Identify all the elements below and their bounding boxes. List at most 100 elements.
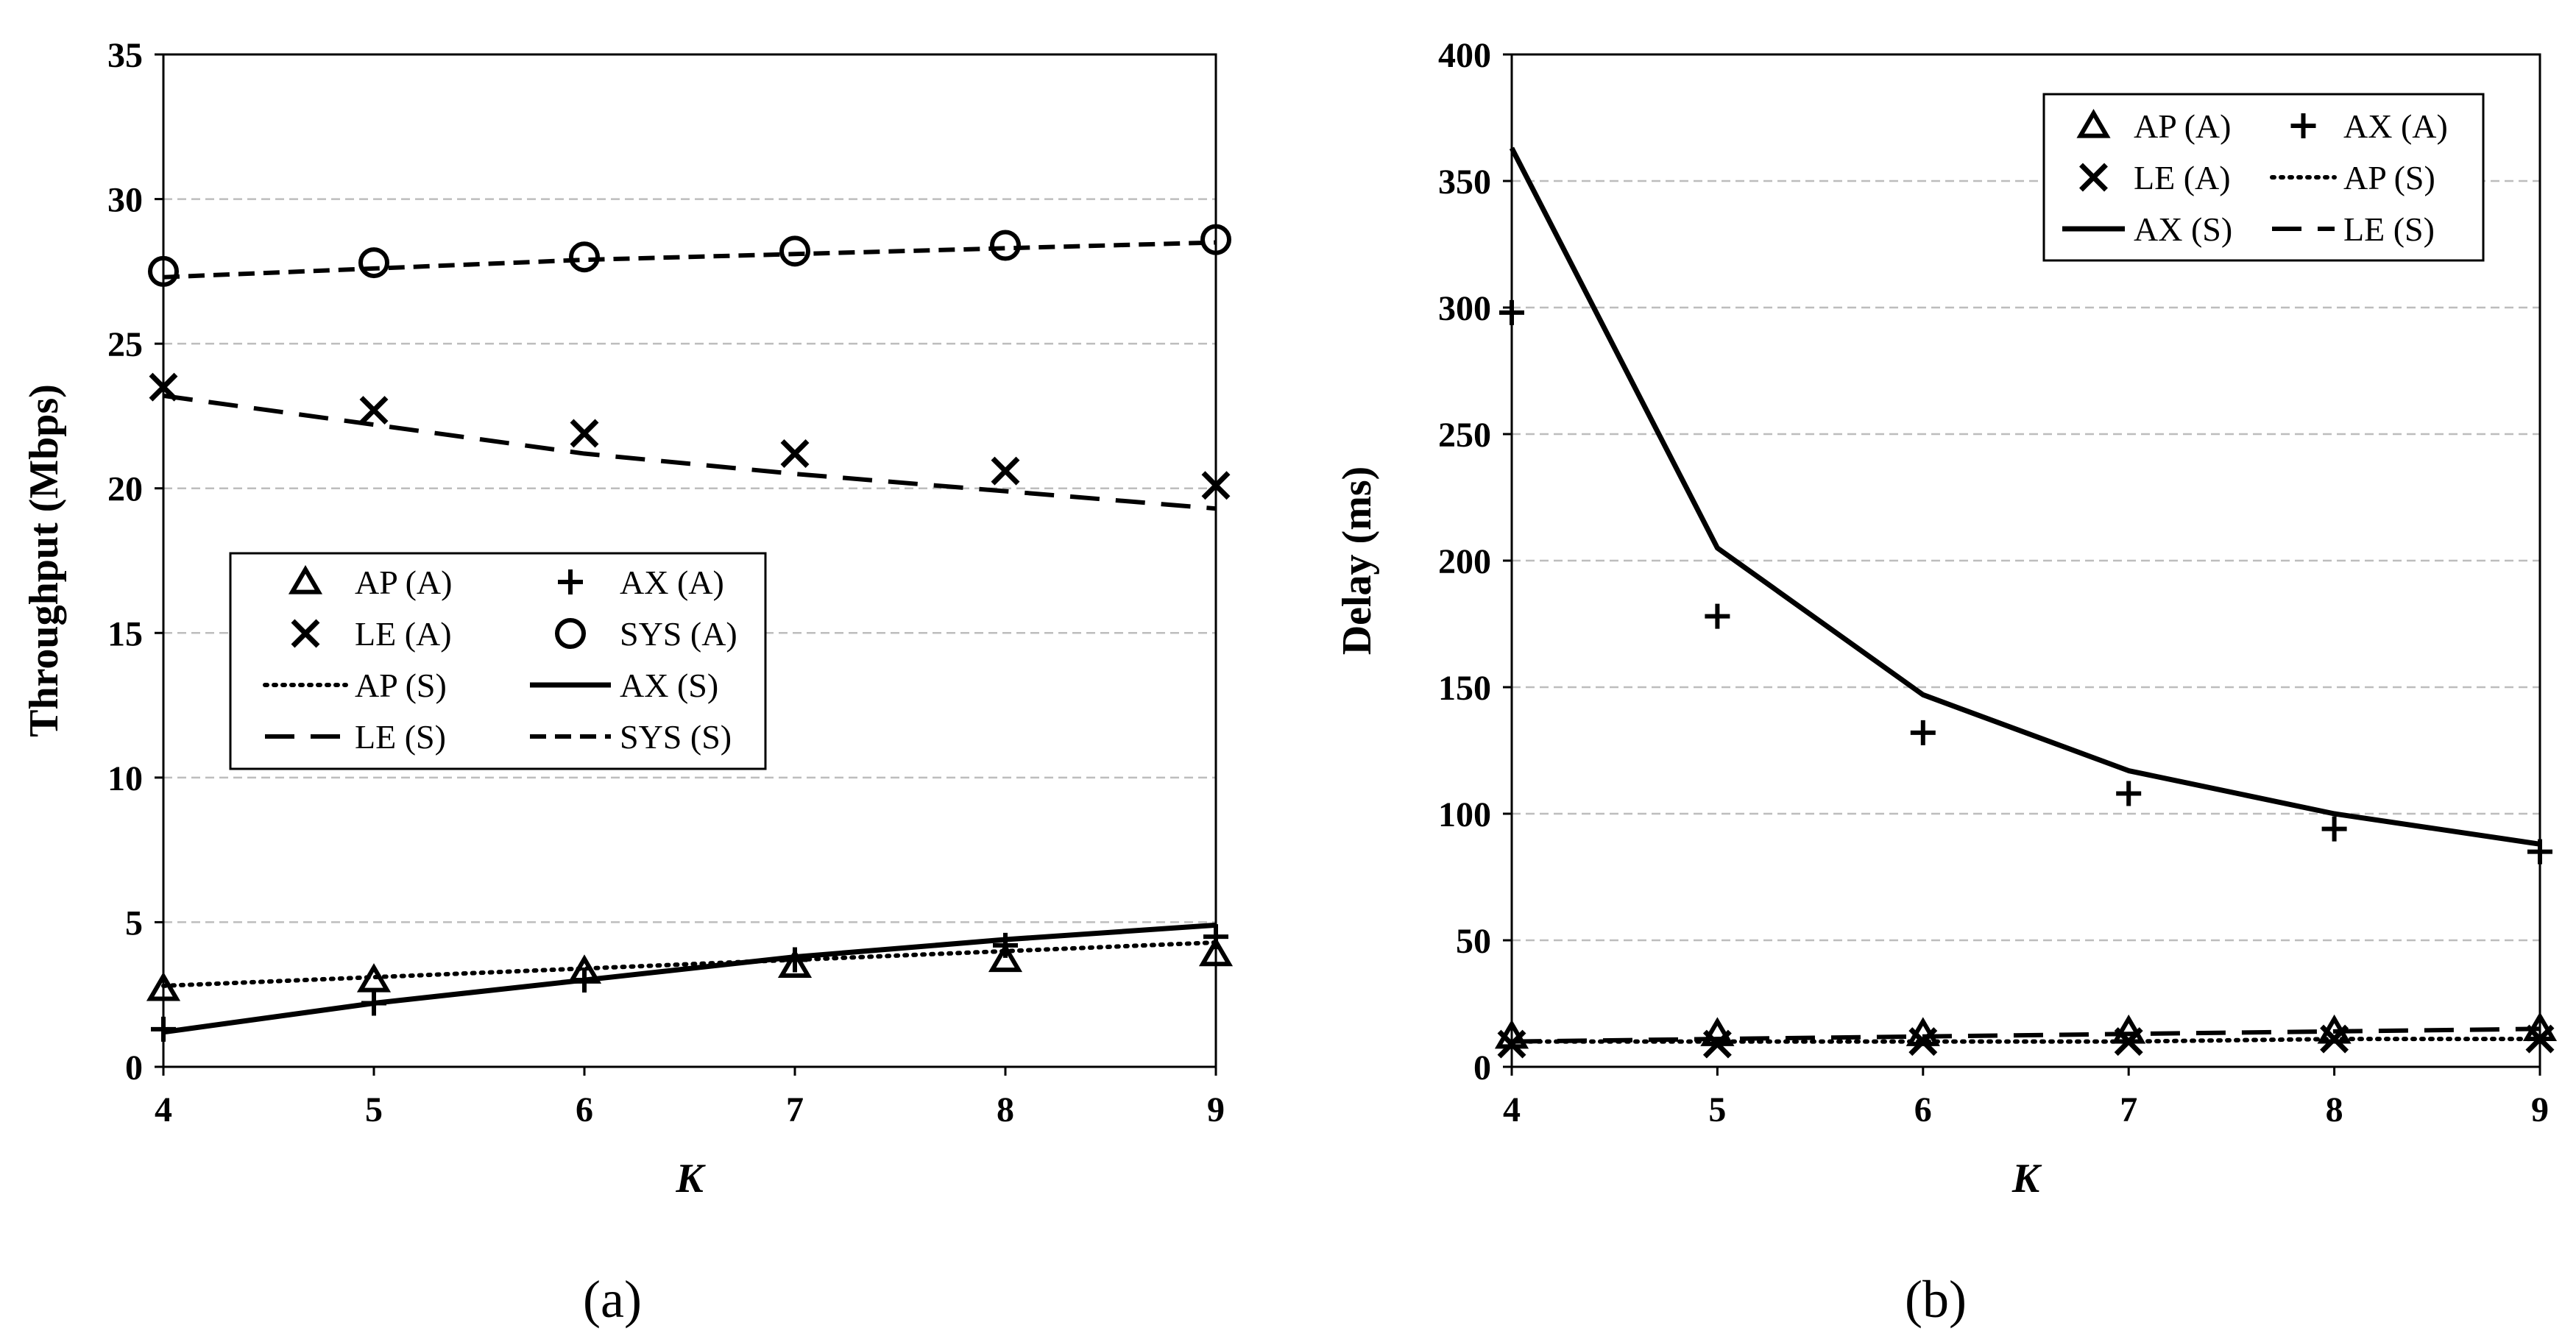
y-tick-label: 5 xyxy=(125,903,143,942)
point-sys-a xyxy=(148,255,179,287)
legend-swatch-le-a xyxy=(291,619,320,648)
point-le-a xyxy=(1702,1029,1732,1059)
legend-box xyxy=(2042,93,2485,262)
point-ax-a xyxy=(1499,299,1524,325)
y-tick-label: 0 xyxy=(125,1048,143,1087)
chart-caption: (a) xyxy=(583,1270,642,1329)
x-tick-label: 7 xyxy=(2120,1090,2137,1129)
point-sys-a xyxy=(990,230,1021,261)
series-line-ap-s xyxy=(1510,1037,2542,1044)
legend-label-ap-a: AP (A) xyxy=(355,564,452,601)
x-axis-title: K xyxy=(675,1156,706,1201)
x-tick-label: 7 xyxy=(786,1090,804,1129)
x-tick-label: 8 xyxy=(2326,1090,2343,1129)
legend-label-ap-s: AP (S) xyxy=(2343,159,2435,196)
series-line-ax-s xyxy=(163,922,1217,1035)
y-tick-label: 350 xyxy=(1438,163,1491,202)
point-sys-a xyxy=(358,247,389,279)
legend-label-le-s: LE (S) xyxy=(2343,210,2435,248)
series-line-ap-s xyxy=(161,940,1218,988)
series-line-ax-s xyxy=(1509,146,2541,847)
legend-swatch-ax-a xyxy=(558,569,583,594)
point-sys-a xyxy=(779,235,810,267)
legend-swatch-sys-a xyxy=(555,618,586,649)
legend-label-ax-s: AX (S) xyxy=(2134,210,2232,248)
plot-frame xyxy=(162,53,1217,1068)
legend-label-le-a: LE (A) xyxy=(355,615,452,653)
point-le-a xyxy=(2320,1024,2349,1054)
y-tick-label: 0 xyxy=(1473,1048,1491,1087)
legend-label-ax-a: AX (A) xyxy=(2343,107,2448,145)
point-ax-a xyxy=(572,968,597,993)
point-ax-a xyxy=(2116,781,2142,806)
legend-swatch-ax-a xyxy=(2290,113,2316,138)
legend-label-sys-s: SYS (S) xyxy=(620,718,732,756)
x-tick-label: 5 xyxy=(365,1090,383,1129)
point-le-a xyxy=(991,456,1020,486)
chart-b: 0 50 100 150 200 250 300 350 400 4 5 6 7 8 9 K Delay (ms… xyxy=(1334,36,2558,1329)
point-le-a xyxy=(1497,1029,1526,1059)
point-ap-a xyxy=(988,942,1023,973)
x-tick-label: 5 xyxy=(1708,1090,1726,1129)
series-line-le-s xyxy=(1511,1026,2541,1044)
x-tick-label: 8 xyxy=(997,1090,1014,1129)
point-le-a xyxy=(1201,471,1231,500)
point-ax-a xyxy=(361,990,386,1016)
point-ap-a xyxy=(777,948,813,978)
legend-label-ap-a: AP (A) xyxy=(2134,107,2231,145)
point-le-a xyxy=(359,396,389,425)
x-tick-label: 6 xyxy=(576,1090,593,1129)
legend-swatch-ap-a xyxy=(288,565,323,594)
y-tick-label: 50 xyxy=(1456,922,1491,961)
point-ax-a xyxy=(2321,816,2347,842)
point-ax-a xyxy=(1910,720,1936,745)
y-tick-label: 200 xyxy=(1438,542,1491,581)
point-ax-a xyxy=(782,947,807,973)
y-tick-label: 10 xyxy=(107,759,143,798)
point-le-a xyxy=(2114,1027,2143,1057)
y-axis-title: Delay (ms) xyxy=(1334,466,1380,656)
y-tick-label: 15 xyxy=(107,614,143,653)
y-tick-label: 250 xyxy=(1438,416,1491,455)
y-tick-label: 400 xyxy=(1438,36,1491,75)
series-line-sys-s xyxy=(163,240,1217,280)
y-tick-label: 300 xyxy=(1438,289,1491,328)
y-tick-label: 20 xyxy=(107,470,143,509)
legend-swatch-ap-a xyxy=(2076,109,2111,138)
point-le-a xyxy=(1908,1027,1938,1057)
legend-label-ap-s: AP (S) xyxy=(355,667,447,704)
point-le-a xyxy=(570,419,599,448)
point-le-a xyxy=(149,372,178,402)
legend-label-le-s: LE (S) xyxy=(355,718,446,756)
point-ax-a xyxy=(1203,924,1228,950)
point-le-a xyxy=(780,439,810,469)
legend-label-sys-a: SYS (A) xyxy=(620,615,737,653)
y-tick-label: 150 xyxy=(1438,669,1491,708)
point-sys-a xyxy=(569,241,600,273)
legend-label-le-a: LE (A) xyxy=(2134,159,2231,196)
y-tick-label: 35 xyxy=(107,36,143,75)
chart-caption: (b) xyxy=(1905,1270,1967,1329)
x-tick-label: 4 xyxy=(155,1090,172,1129)
point-ax-a xyxy=(1705,603,1730,629)
point-sys-a xyxy=(1200,224,1231,255)
y-tick-label: 30 xyxy=(107,181,143,220)
point-ax-a xyxy=(2527,839,2552,865)
legend-box xyxy=(229,552,767,770)
legend-swatch-le-a xyxy=(2079,163,2108,192)
x-tick-label: 6 xyxy=(1914,1090,1932,1129)
legend-label-ax-s: AX (S) xyxy=(620,667,718,704)
chart-a: 0 5 10 15 20 25 30 35 4 5 6 7 8 9 K Throughput (Mbps) (a… xyxy=(21,36,1234,1329)
point-ax-a xyxy=(993,932,1018,958)
x-tick-label: 9 xyxy=(2531,1090,2549,1129)
series-line-le-s xyxy=(163,393,1217,511)
point-ap-a xyxy=(146,971,181,1001)
point-ax-a xyxy=(151,1016,176,1042)
y-tick-label: 25 xyxy=(107,325,143,364)
point-ap-a xyxy=(356,963,392,993)
y-tick-label: 100 xyxy=(1438,795,1491,834)
legend-label-ax-a: AX (A) xyxy=(620,564,724,601)
point-ap-a xyxy=(1198,937,1234,967)
x-tick-label: 9 xyxy=(1207,1090,1225,1129)
